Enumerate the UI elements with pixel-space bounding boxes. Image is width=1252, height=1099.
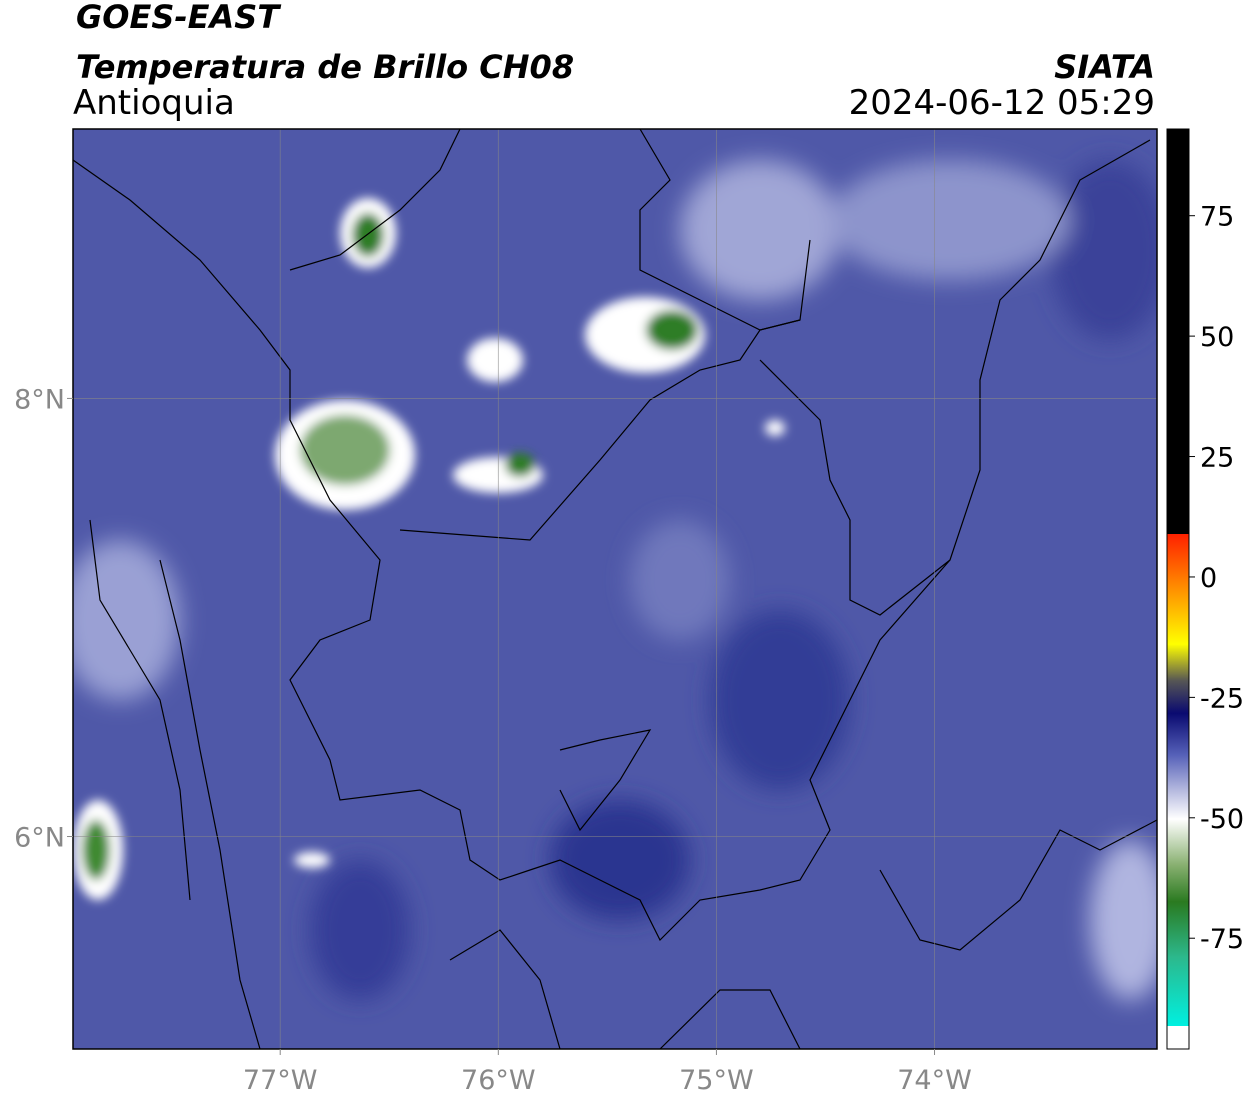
source: SIATA bbox=[1054, 48, 1155, 86]
colorbar-tick-label: 50 bbox=[1200, 322, 1234, 353]
map-frame bbox=[72, 128, 1158, 1050]
subtitle: Temperatura de Brillo CH08 bbox=[76, 48, 574, 86]
colorbar-tick-label: -25 bbox=[1200, 683, 1244, 714]
x-tick-label: 75°W bbox=[679, 1065, 754, 1096]
colorbar-tick-label: 0 bbox=[1200, 563, 1217, 594]
colorbar-tick-label: 25 bbox=[1200, 443, 1234, 474]
borders bbox=[73, 129, 1157, 1049]
region: Antioquia bbox=[73, 83, 235, 123]
title: GOES-EAST bbox=[76, 0, 281, 36]
colorbar-tick-label: 75 bbox=[1200, 202, 1234, 233]
y-tick-label: 6°N bbox=[14, 823, 65, 854]
colorbar-tick-label: -50 bbox=[1200, 804, 1244, 835]
colorbar-tick-label: -75 bbox=[1200, 924, 1244, 955]
x-tick-label: 74°W bbox=[897, 1065, 972, 1096]
x-tick-label: 77°W bbox=[243, 1065, 318, 1096]
grid bbox=[73, 129, 1157, 1049]
y-tick-label: 8°N bbox=[14, 384, 65, 415]
x-tick-label: 76°W bbox=[461, 1065, 536, 1096]
colorbar bbox=[1166, 128, 1190, 1050]
datetime: 2024-06-12 05:29 bbox=[849, 83, 1155, 123]
satellite-image bbox=[73, 129, 1157, 1049]
